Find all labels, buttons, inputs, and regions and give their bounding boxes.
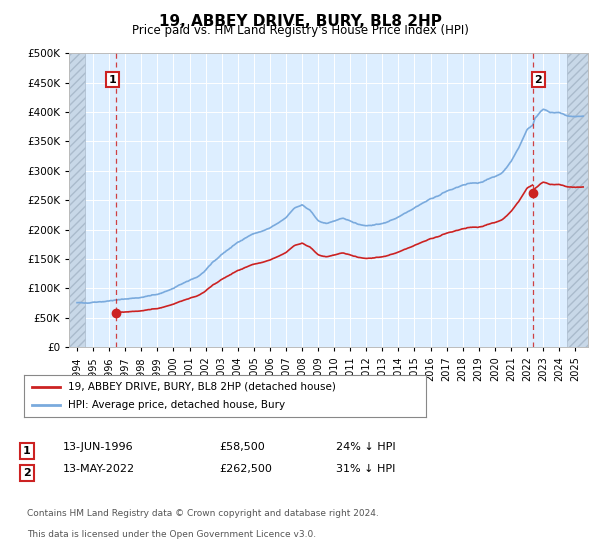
Text: 2: 2	[535, 74, 542, 85]
Text: This data is licensed under the Open Government Licence v3.0.: This data is licensed under the Open Gov…	[27, 530, 316, 539]
Text: 1: 1	[109, 74, 116, 85]
Text: Contains HM Land Registry data © Crown copyright and database right 2024.: Contains HM Land Registry data © Crown c…	[27, 509, 379, 518]
Text: 1: 1	[23, 446, 31, 456]
Text: £58,500: £58,500	[219, 442, 265, 452]
Text: HPI: Average price, detached house, Bury: HPI: Average price, detached house, Bury	[68, 400, 286, 410]
Text: £262,500: £262,500	[219, 464, 272, 474]
Text: 31% ↓ HPI: 31% ↓ HPI	[336, 464, 395, 474]
Text: 13-JUN-1996: 13-JUN-1996	[63, 442, 134, 452]
Text: Price paid vs. HM Land Registry's House Price Index (HPI): Price paid vs. HM Land Registry's House …	[131, 24, 469, 37]
Text: 2: 2	[23, 468, 31, 478]
Text: 19, ABBEY DRIVE, BURY, BL8 2HP: 19, ABBEY DRIVE, BURY, BL8 2HP	[158, 14, 442, 29]
Bar	[567, 53, 588, 347]
Text: 13-MAY-2022: 13-MAY-2022	[63, 464, 135, 474]
Text: 19, ABBEY DRIVE, BURY, BL8 2HP (detached house): 19, ABBEY DRIVE, BURY, BL8 2HP (detached…	[68, 382, 336, 392]
Bar	[69, 53, 85, 347]
Text: 24% ↓ HPI: 24% ↓ HPI	[336, 442, 395, 452]
